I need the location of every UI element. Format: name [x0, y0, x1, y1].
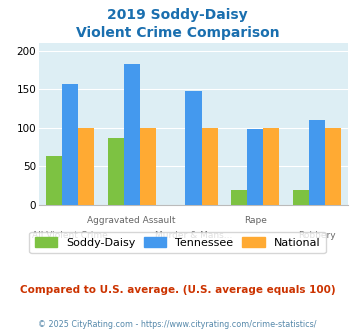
Bar	[231, 190, 247, 205]
Text: All Violent Crime: All Violent Crime	[32, 231, 108, 240]
Bar	[62, 84, 78, 205]
Text: Aggravated Assault: Aggravated Assault	[87, 216, 176, 225]
Legend: Soddy-Daisy, Tennessee, National: Soddy-Daisy, Tennessee, National	[29, 232, 326, 253]
Text: © 2025 CityRating.com - https://www.cityrating.com/crime-statistics/: © 2025 CityRating.com - https://www.city…	[38, 320, 317, 329]
Text: 2019 Soddy-Daisy: 2019 Soddy-Daisy	[107, 8, 248, 22]
Bar	[325, 128, 341, 205]
Bar	[124, 64, 140, 205]
Bar	[78, 128, 94, 205]
Bar	[309, 120, 325, 205]
Bar	[263, 128, 279, 205]
Bar	[185, 91, 202, 205]
Bar	[247, 129, 263, 205]
Bar	[293, 190, 309, 205]
Text: Rape: Rape	[244, 216, 267, 225]
Text: Violent Crime Comparison: Violent Crime Comparison	[76, 26, 279, 40]
Text: Robbery: Robbery	[298, 231, 336, 240]
Bar	[202, 128, 218, 205]
Text: Murder & Mans...: Murder & Mans...	[155, 231, 232, 240]
Text: Compared to U.S. average. (U.S. average equals 100): Compared to U.S. average. (U.S. average …	[20, 285, 335, 295]
Bar	[46, 156, 62, 205]
Bar	[108, 138, 124, 205]
Bar	[140, 128, 156, 205]
